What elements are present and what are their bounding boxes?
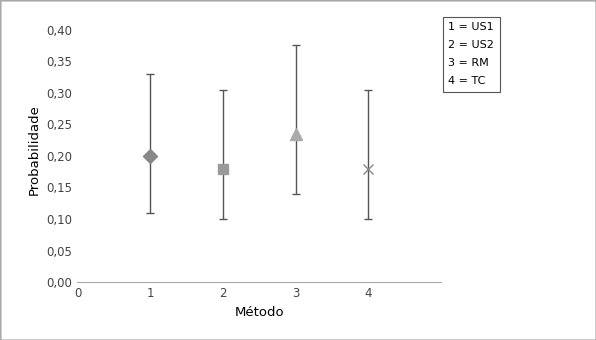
X-axis label: Método: Método: [234, 306, 284, 319]
Text: 1 = US1
2 = US2
3 = RM
4 = TC: 1 = US1 2 = US2 3 = RM 4 = TC: [448, 22, 494, 86]
Y-axis label: Probabilidade: Probabilidade: [28, 104, 41, 195]
